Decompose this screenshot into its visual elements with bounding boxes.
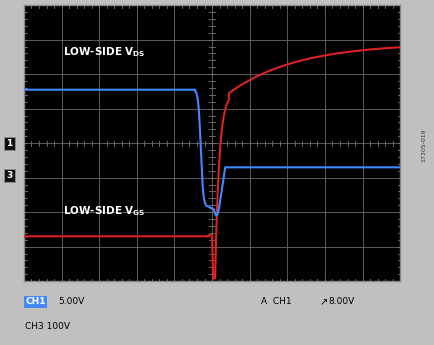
Text: LOW-SIDE V$_{\mathregular{GS}}$: LOW-SIDE V$_{\mathregular{GS}}$ — [63, 204, 146, 218]
Text: 8.00V: 8.00V — [328, 297, 354, 306]
Text: 3: 3 — [7, 171, 13, 180]
Text: CH3 100V: CH3 100V — [25, 322, 70, 331]
Text: ↗: ↗ — [319, 297, 327, 307]
Text: 17305-019: 17305-019 — [421, 128, 426, 162]
Text: 5.00V: 5.00V — [59, 297, 85, 306]
Text: A  CH1: A CH1 — [260, 297, 297, 306]
Text: CH1: CH1 — [25, 297, 46, 306]
Text: 1: 1 — [7, 139, 13, 148]
Text: LOW-SIDE V$_{\mathregular{DS}}$: LOW-SIDE V$_{\mathregular{DS}}$ — [63, 45, 146, 59]
